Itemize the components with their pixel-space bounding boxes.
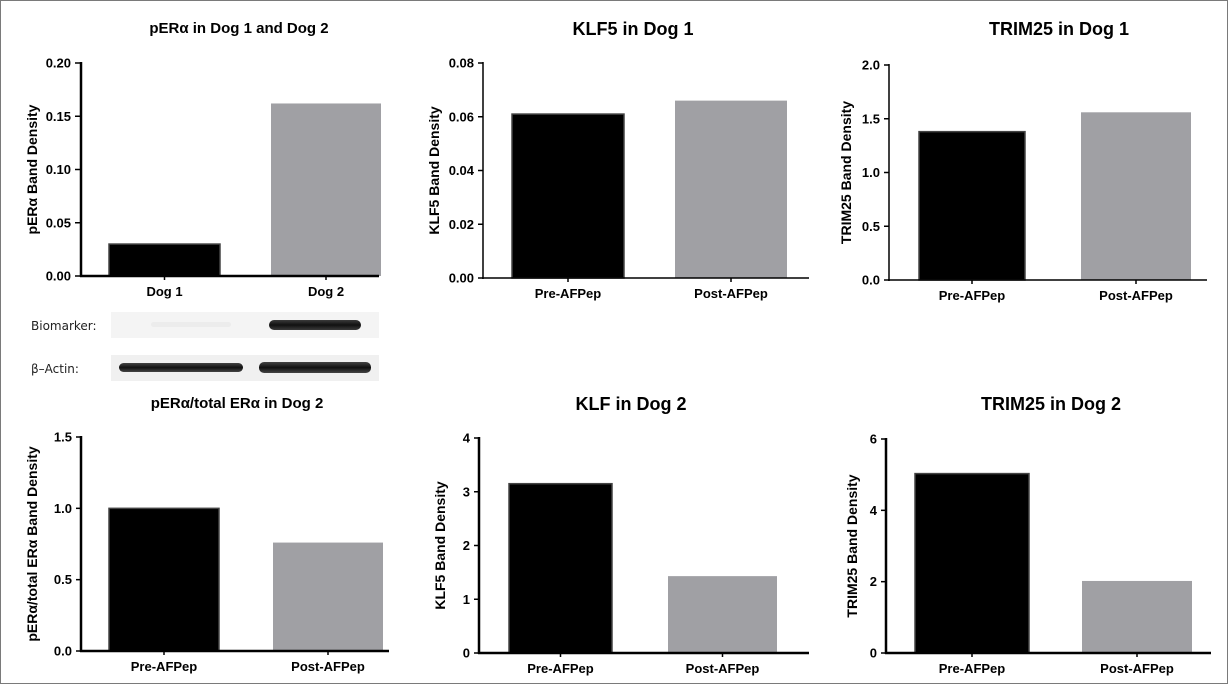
blot-strip-biomarker	[111, 312, 379, 338]
chart-title: TRIM25 in Dog 2	[981, 394, 1121, 414]
y-tick-label: 0.5	[54, 572, 72, 587]
y-tick-label: 1.5	[862, 111, 880, 126]
y-tick-label: 1.5	[54, 430, 72, 445]
y-axis-label: KLF5 Band Density	[432, 481, 448, 610]
bar-first	[108, 243, 221, 277]
bar-second	[1081, 112, 1191, 280]
x-tick-label: Post-AFPep	[686, 661, 760, 676]
chart-title: TRIM25 in Dog 1	[989, 19, 1129, 39]
y-tick-label: 0.05	[46, 215, 71, 230]
x-tick-label: Post-AFPep	[1100, 661, 1174, 676]
y-tick-label: 0	[870, 646, 877, 661]
bar-second	[675, 100, 787, 278]
y-tick-label: 1	[463, 592, 470, 607]
y-tick-label: 3	[463, 484, 470, 499]
blot-strip-actin	[111, 355, 379, 381]
y-axis-label: KLF5 Band Density	[426, 106, 442, 235]
x-tick-label: Post-AFPep	[1099, 288, 1173, 303]
x-tick-label: Pre-AFPep	[939, 288, 1006, 303]
x-tick-label: Dog 2	[308, 284, 344, 299]
y-tick-label: 0	[463, 646, 470, 661]
y-tick-label: 0.5	[862, 219, 880, 234]
x-tick-label: Post-AFPep	[291, 659, 365, 674]
bar-second	[668, 576, 777, 653]
x-tick-label: Post-AFPep	[694, 286, 768, 301]
x-tick-label: Pre-AFPep	[527, 661, 594, 676]
y-tick-label: 2.0	[862, 58, 880, 73]
bar-first	[914, 472, 1030, 654]
bar-first	[108, 507, 220, 652]
y-tick-label: 0.00	[46, 269, 71, 284]
y-tick-label: 0.08	[449, 56, 474, 71]
x-tick-label: Dog 1	[146, 284, 182, 299]
blot-band-biomarker-dog2	[269, 320, 361, 330]
blot-row-label-biomarker: Biomarker:	[31, 319, 97, 333]
chart-title: pERα/total ERα in Dog 2	[151, 395, 324, 412]
y-tick-label: 0.04	[449, 163, 475, 178]
chart-title: pERα in Dog 1 and Dog 2	[149, 20, 328, 37]
y-axis-label: pERα Band Density	[24, 104, 40, 234]
x-tick-label: Pre-AFPep	[939, 661, 1006, 676]
y-axis-label: TRIM25 Band Density	[838, 101, 854, 244]
blot-band-actin-dog1	[119, 363, 243, 372]
y-tick-label: 0.02	[449, 217, 474, 232]
y-tick-label: 0.06	[449, 109, 474, 124]
y-axis-label: TRIM25 Band Density	[844, 474, 860, 617]
y-tick-label: 1.0	[54, 501, 72, 516]
y-tick-label: 1.0	[862, 165, 880, 180]
x-tick-label: Pre-AFPep	[131, 659, 198, 674]
bar-second	[1082, 580, 1192, 653]
bar-first	[508, 482, 613, 654]
y-tick-label: 0.20	[46, 56, 71, 71]
blot-band-biomarker-dog1	[151, 322, 231, 327]
y-tick-label: 0.15	[46, 109, 71, 124]
y-tick-label: 0.10	[46, 162, 71, 177]
blot-band-actin-dog2	[259, 362, 371, 373]
y-tick-label: 0.0	[54, 644, 72, 659]
y-tick-label: 0.00	[449, 271, 474, 286]
y-axis-label: pERα/total ERα Band Density	[24, 446, 40, 642]
blot-row-label-actin: β–Actin:	[31, 362, 79, 376]
y-tick-label: 6	[870, 432, 877, 447]
y-tick-label: 4	[870, 503, 878, 518]
y-tick-label: 0.0	[862, 273, 880, 288]
bar-second	[273, 542, 383, 651]
y-tick-label: 4	[463, 431, 471, 446]
y-tick-label: 2	[463, 538, 470, 553]
chart-title: KLF in Dog 2	[576, 394, 687, 414]
chart-title: KLF5 in Dog 1	[573, 19, 694, 39]
y-tick-label: 2	[870, 574, 877, 589]
x-tick-label: Pre-AFPep	[535, 286, 602, 301]
bar-second	[271, 103, 381, 276]
